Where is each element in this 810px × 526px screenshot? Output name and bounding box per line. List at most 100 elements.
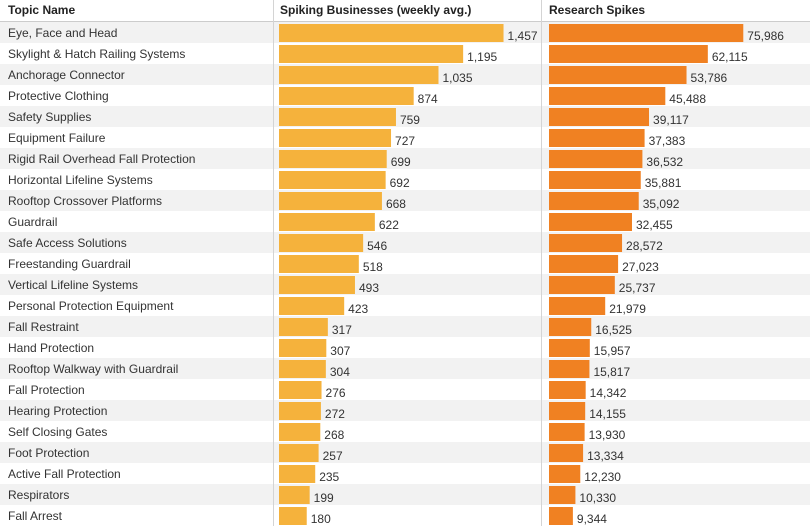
table-row: Rooftop Walkway with Guardrail 304 15,817 [8,360,630,379]
research-bar [549,444,584,462]
research-value-label: 14,155 [589,407,626,421]
research-bar [549,87,666,105]
research-bar [549,213,632,231]
business-bar [279,129,392,147]
row-stripe [0,316,810,337]
business-bar [279,423,321,441]
research-value-label: 14,342 [590,386,627,400]
row-stripes [0,22,810,505]
table-row: Hand Protection 307 15,957 [8,339,631,358]
business-bar [279,24,504,42]
topic-label: Safe Access Solutions [8,236,127,250]
business-value-label: 727 [395,134,415,148]
research-bar [549,108,650,126]
topic-label: Fall Arrest [8,509,63,523]
business-bar [279,444,319,462]
business-value-label: 874 [418,92,438,106]
business-bar [279,360,326,378]
topic-label: Vertical Lifeline Systems [8,278,138,292]
research-bar [549,465,581,483]
business-bar [279,87,414,105]
business-bar [279,402,321,420]
table-row: Freestanding Guardrail 518 27,023 [8,255,659,274]
business-bar [279,465,316,483]
research-bar [549,129,645,147]
business-value-label: 759 [400,113,420,127]
research-bar [549,423,585,441]
business-value-label: 257 [323,449,343,463]
topic-label: Skylight & Hatch Railing Systems [8,47,185,61]
business-value-label: 317 [332,323,352,337]
research-bar [549,66,687,84]
business-bar [279,108,396,126]
table-row: Rigid Rail Overhead Fall Protection 699 36… [8,150,683,169]
topic-label: Active Fall Protection [8,467,121,481]
business-bar [279,45,464,63]
business-value-label: 199 [314,491,334,505]
topic-label: Protective Clothing [8,89,109,103]
business-value-label: 235 [319,470,339,484]
business-bar [279,213,375,231]
topic-label: Guardrail [8,215,57,229]
topic-label: Freestanding Guardrail [8,257,131,271]
business-value-label: 668 [386,197,406,211]
business-value-label: 307 [330,344,350,358]
business-value-label: 272 [325,407,345,421]
research-value-label: 62,115 [712,50,748,64]
table-row: Foot Protection 257 13,334 [8,444,624,463]
research-value-label: 25,737 [619,281,656,295]
research-bar [549,360,590,378]
table-row: Self Closing Gates 268 13,930 [8,423,626,442]
table-row: Protective Clothing 874 45,488 [8,87,706,106]
table-row: Hearing Protection 272 14,155 [8,402,626,421]
row-stripe [0,442,810,463]
business-value-label: 546 [367,239,387,253]
topic-label: Fall Restraint [8,320,79,334]
table-row: Anchorage Connector 1,035 53,786 [8,66,728,85]
research-bar [549,171,641,189]
header-spiking-businesses: Spiking Businesses (weekly avg.) [280,3,471,17]
table-row: Eye, Face and Head 1,457 75,986 [8,24,784,43]
research-value-label: 37,383 [649,134,686,148]
topic-label: Safety Supplies [8,110,91,124]
research-value-label: 32,455 [636,218,673,232]
header-research-spikes: Research Spikes [549,3,645,17]
research-bar [549,192,639,210]
research-value-label: 21,979 [609,302,646,316]
business-bar [279,234,364,252]
business-value-label: 180 [311,512,331,526]
research-value-label: 9,344 [577,512,607,526]
business-bar [279,66,439,84]
research-value-label: 12,230 [584,470,621,484]
business-bar [279,507,307,525]
business-value-label: 268 [324,428,344,442]
research-value-label: 39,117 [653,113,689,127]
topic-label: Horizontal Lifeline Systems [8,173,153,187]
topic-label: Hand Protection [8,341,94,355]
table-row: Vertical Lifeline Systems 493 25,737 [8,276,656,295]
table-row: Safety Supplies 759 39,117 [8,108,689,127]
research-value-label: 13,334 [587,449,624,463]
business-bar [279,381,322,399]
business-bar [279,150,387,168]
header-topic-name: Topic Name [8,3,75,17]
research-value-label: 35,881 [645,176,682,190]
business-value-label: 699 [391,155,411,169]
business-value-label: 423 [348,302,368,316]
table-row: Personal Protection Equipment 423 21,979 [8,297,646,316]
research-bar [549,234,623,252]
chart-rows: Eye, Face and Head 1,457 75,986 Skylight & … [8,24,784,526]
table-row: Skylight & Hatch Railing Systems 1,195 62,… [8,45,748,64]
topic-label: Equipment Failure [8,131,106,145]
business-value-label: 622 [379,218,399,232]
research-value-label: 16,525 [595,323,632,337]
business-bar [279,318,328,336]
table-row: Rooftop Crossover Platforms 668 35,092 [8,192,680,211]
business-value-label: 304 [330,365,350,379]
research-value-label: 35,092 [643,197,680,211]
research-value-label: 13,930 [589,428,626,442]
research-bar [549,507,573,525]
business-bar [279,276,355,294]
